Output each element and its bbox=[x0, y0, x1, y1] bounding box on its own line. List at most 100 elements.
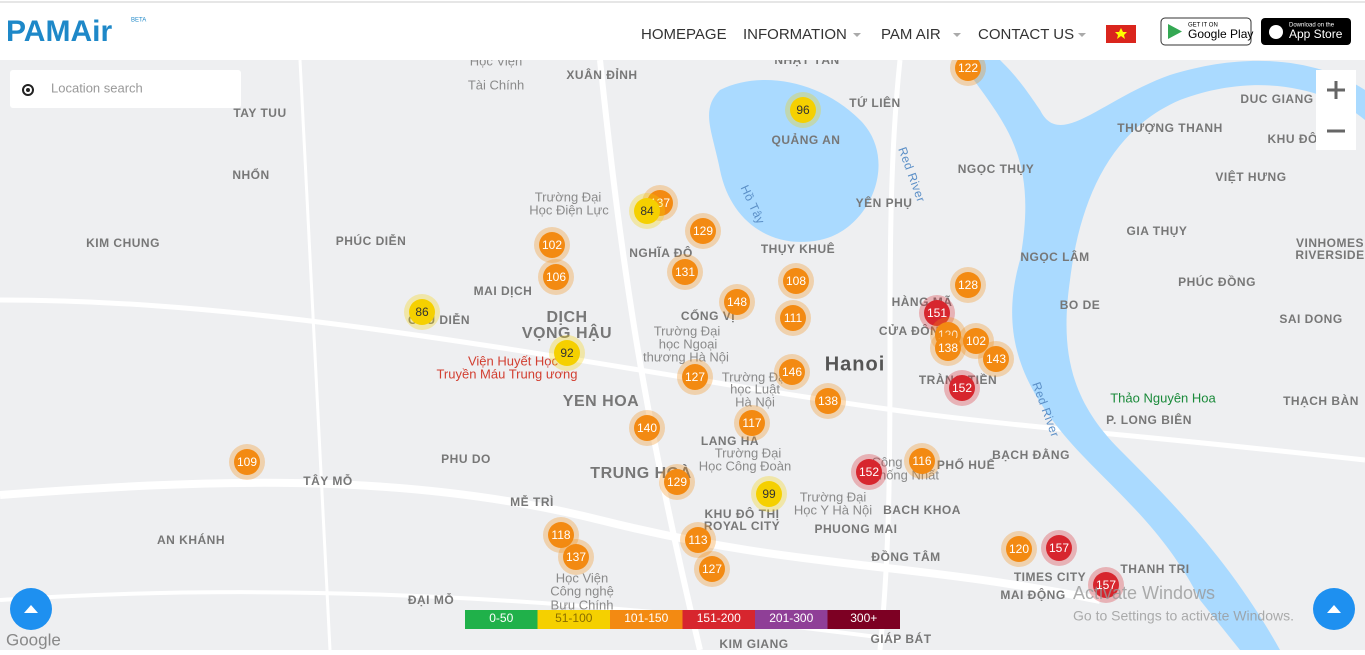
marker[interactable] bbox=[672, 259, 698, 285]
marker[interactable] bbox=[909, 448, 935, 474]
header-bar bbox=[0, 0, 1365, 60]
marker-value: 84 bbox=[640, 204, 654, 218]
place-label: VINHOMES bbox=[1296, 236, 1364, 250]
nav-item[interactable]: PAM AIR bbox=[881, 26, 941, 43]
marker[interactable] bbox=[664, 469, 690, 495]
marker[interactable] bbox=[634, 415, 660, 441]
aqi-markers: 122 96 137 84 129 102 106 131 108 148 111 128 151 120… bbox=[229, 50, 1124, 603]
marker-value: 111 bbox=[784, 311, 803, 325]
marker[interactable] bbox=[699, 556, 725, 582]
place-label: THẠCH BÀN bbox=[1283, 393, 1359, 408]
nav-caret bbox=[1078, 33, 1086, 37]
marker[interactable] bbox=[955, 55, 981, 81]
marker-value: 120 bbox=[1009, 542, 1029, 556]
marker[interactable] bbox=[780, 305, 806, 331]
google-play-small: GET IT ON bbox=[1188, 23, 1218, 29]
nav-caret bbox=[853, 33, 861, 37]
marker[interactable] bbox=[779, 359, 805, 385]
zoom-in[interactable] bbox=[1327, 81, 1345, 99]
marker[interactable] bbox=[815, 388, 841, 414]
marker[interactable] bbox=[685, 527, 711, 553]
marker[interactable] bbox=[983, 346, 1009, 372]
marker[interactable] bbox=[935, 335, 961, 361]
place-label: DỊCH bbox=[546, 309, 587, 326]
place-label: SAI DONG bbox=[1279, 312, 1342, 326]
place-label: MỄ TRÌ bbox=[510, 494, 554, 509]
marker[interactable] bbox=[724, 289, 750, 315]
marker[interactable] bbox=[690, 218, 716, 244]
poi-label: thương Hà Nội bbox=[643, 349, 729, 364]
west-lake bbox=[709, 80, 879, 242]
app-store-button[interactable] bbox=[1261, 18, 1351, 45]
locate-icon[interactable] bbox=[22, 84, 34, 96]
place-label: TIMES CITY bbox=[1014, 570, 1086, 584]
place-label: RIVERSIDE bbox=[1295, 248, 1364, 262]
poi-label: Tài Chính bbox=[468, 77, 524, 92]
poi-label: Học Viện bbox=[556, 570, 609, 585]
poi-label: Thảo Nguyên Hoa bbox=[1110, 390, 1216, 405]
marker[interactable] bbox=[1093, 572, 1119, 598]
arrow-right bbox=[1327, 605, 1341, 613]
poi-label: Học Điện Lực bbox=[529, 202, 609, 217]
marker[interactable] bbox=[856, 459, 882, 485]
marker-value: 157 bbox=[1096, 578, 1116, 592]
marker-value: 108 bbox=[786, 274, 806, 288]
nav-item[interactable]: INFORMATION bbox=[743, 26, 847, 43]
marker[interactable] bbox=[963, 328, 989, 354]
marker[interactable] bbox=[554, 340, 580, 366]
arrow-left bbox=[24, 605, 38, 613]
marker-value: 128 bbox=[958, 278, 978, 292]
marker[interactable] bbox=[756, 481, 782, 507]
marker[interactable] bbox=[924, 300, 950, 326]
place-label: KHU ĐÔ THỊ bbox=[705, 506, 780, 521]
marker[interactable] bbox=[1046, 535, 1072, 561]
legend-label: 101-150 bbox=[624, 611, 668, 625]
marker[interactable] bbox=[634, 198, 660, 224]
legend-label: 51-100 bbox=[555, 611, 593, 625]
marker[interactable] bbox=[548, 522, 574, 548]
place-label: NGỌC LÂM bbox=[1020, 249, 1089, 264]
marker[interactable] bbox=[955, 272, 981, 298]
place-label: NGHĨA ĐÔ bbox=[629, 245, 693, 260]
logo[interactable]: PAMAir bbox=[6, 15, 112, 48]
marker-value: 102 bbox=[542, 238, 562, 252]
search-box[interactable] bbox=[10, 70, 241, 108]
place-label: MAI ĐỘNG bbox=[1000, 587, 1065, 602]
marker[interactable] bbox=[1006, 536, 1032, 562]
place-label: NGỌC THỤY bbox=[958, 162, 1035, 176]
marker-value: 129 bbox=[693, 224, 713, 238]
legend-label: 151-200 bbox=[697, 611, 741, 625]
marker-value: 127 bbox=[702, 562, 722, 576]
marker-value: 96 bbox=[796, 103, 810, 117]
marker[interactable] bbox=[790, 97, 816, 123]
place-label: THANH TRI bbox=[1120, 562, 1189, 576]
place-label: QUẢNG AN bbox=[772, 132, 841, 147]
legend-swatch bbox=[755, 610, 828, 629]
marker-value: 151 bbox=[927, 306, 947, 320]
legend-swatch bbox=[465, 610, 538, 629]
legend: 0-50 51-100 101-150 151-200 201-300 300+ bbox=[465, 610, 900, 629]
marker[interactable] bbox=[682, 364, 708, 390]
marker[interactable] bbox=[409, 299, 435, 325]
place-label: YÊN PHỤ bbox=[856, 195, 913, 210]
place-label: VỌNG HẬU bbox=[522, 323, 612, 342]
marker[interactable] bbox=[949, 375, 975, 401]
poi-label: Học Y Hà Nội bbox=[794, 502, 872, 517]
marker[interactable] bbox=[539, 232, 565, 258]
marker[interactable] bbox=[234, 449, 260, 475]
poi-label: học Luật bbox=[730, 381, 780, 396]
google-play-button[interactable] bbox=[1160, 17, 1252, 46]
marker[interactable] bbox=[563, 544, 589, 570]
nav-item[interactable]: CONTACT US bbox=[978, 26, 1074, 43]
marker[interactable] bbox=[543, 264, 569, 290]
nav-item[interactable]: HOMEPAGE bbox=[641, 26, 727, 43]
marker-value: 131 bbox=[675, 265, 695, 279]
nav-caret bbox=[953, 33, 961, 37]
marker[interactable] bbox=[783, 268, 809, 294]
app-store-small: Download on the bbox=[1289, 23, 1335, 29]
marker-value: 109 bbox=[237, 455, 257, 469]
marker[interactable] bbox=[739, 410, 765, 436]
place-label: BACH KHOA bbox=[883, 503, 961, 517]
